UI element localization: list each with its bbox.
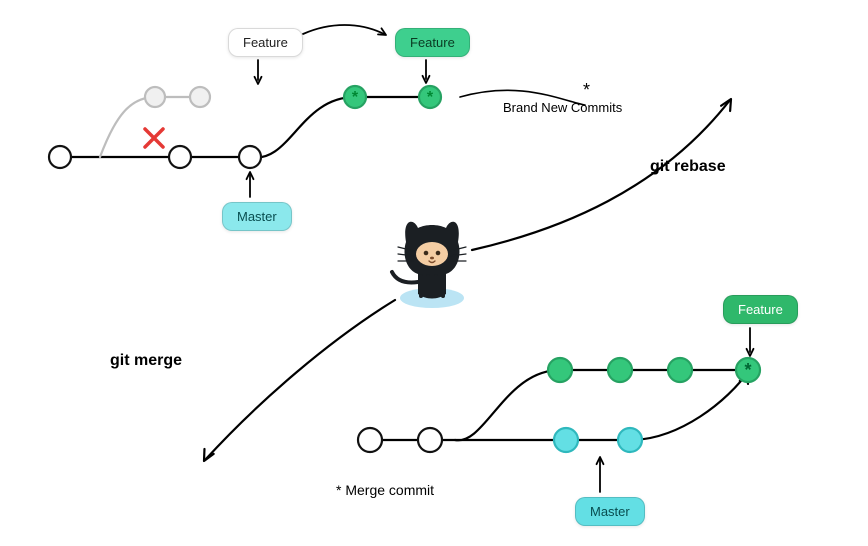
merge-title: git merge	[110, 352, 182, 370]
svg-text:*: *	[427, 89, 434, 106]
feature-label-old: Feature	[228, 28, 303, 57]
diagram-canvas: * * *	[0, 0, 868, 546]
master-label-top: Master	[222, 202, 292, 231]
brand-new-commits-label: Brand New Commits	[503, 100, 622, 115]
rebase-title: git rebase	[650, 158, 726, 176]
svg-text:*: *	[744, 360, 751, 380]
feature-label-new: Feature	[395, 28, 470, 57]
svg-text:*: *	[352, 89, 359, 106]
master-label-bottom: Master	[575, 497, 645, 526]
merge-commit-legend: * Merge commit	[336, 482, 434, 498]
star-note: *	[583, 80, 590, 101]
feature-label-bottom: Feature	[723, 295, 798, 324]
